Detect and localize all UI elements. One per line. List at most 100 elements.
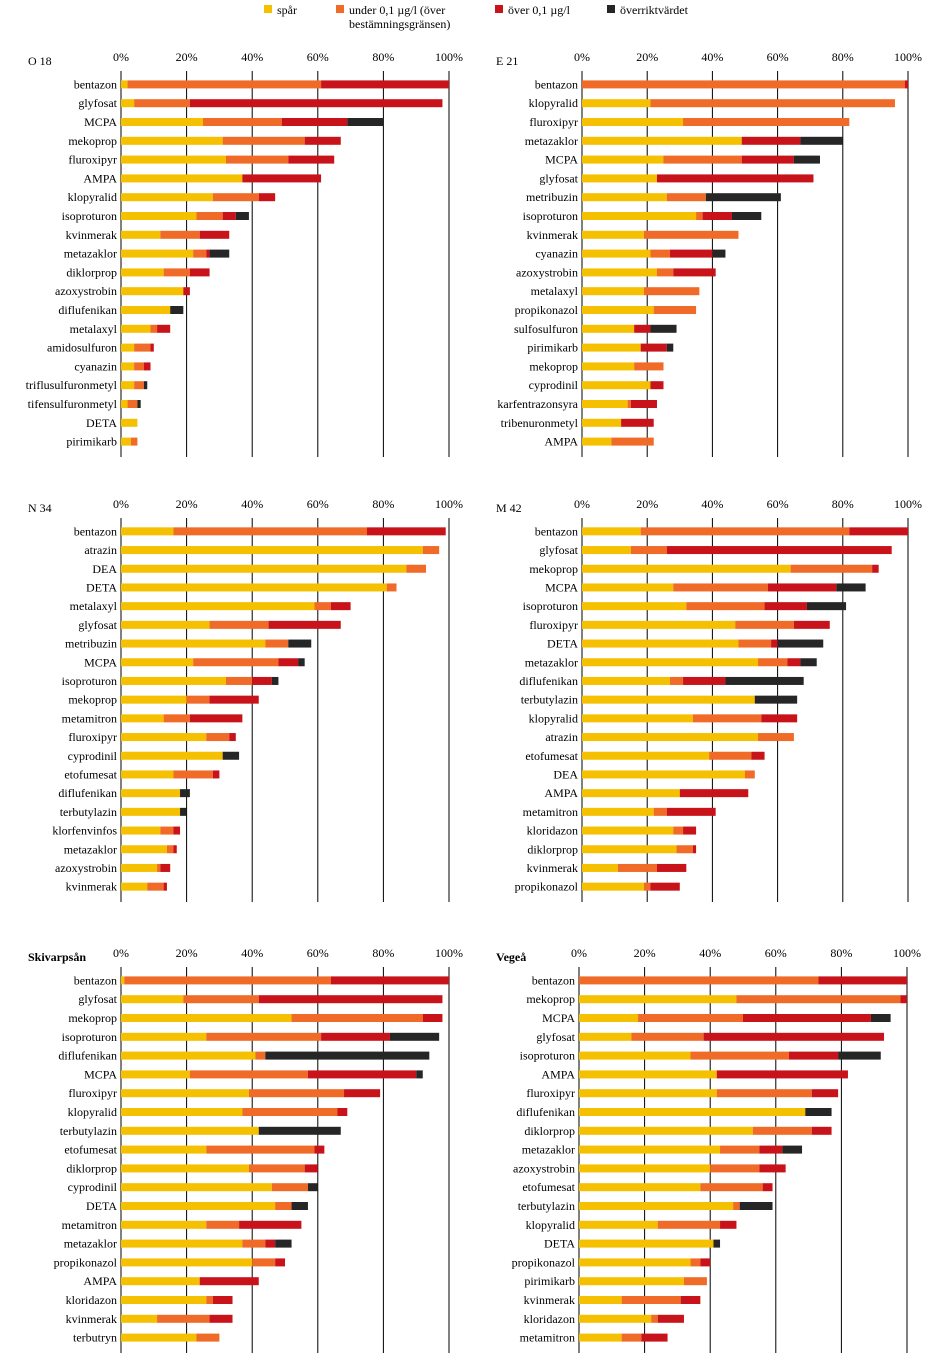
bar-segment-above-guideline	[800, 136, 843, 145]
category-label: propikonazol	[512, 1255, 576, 1269]
category-label: metazaklor	[522, 1143, 575, 1157]
bar-segment-above-guideline	[170, 306, 184, 314]
bar-segment-above-limit	[150, 343, 154, 352]
bar-segment-below-limit	[209, 620, 269, 629]
x-tick-label: 0%	[571, 946, 587, 960]
bar-segment-below-limit	[617, 863, 657, 872]
bar-segment-above-limit	[173, 845, 177, 854]
bar-segment-trace	[121, 1314, 158, 1323]
bar-segment-above-limit	[650, 381, 664, 390]
chart-title: Vegeå	[496, 950, 526, 964]
bar-segment-trace	[121, 751, 223, 760]
category-label: metalaxyl	[531, 284, 579, 298]
category-label: kloridazon	[66, 1293, 117, 1307]
bar-segment-trace	[121, 118, 203, 126]
bar-segment-above-limit	[288, 155, 335, 164]
chart-skivarpsan: Skivarpsån 0% 20% 40% 60% 80% 100% bentazon glyf…	[28, 946, 463, 1353]
bar-segment-trace	[579, 995, 737, 1004]
category-label: glyfosat	[536, 1030, 575, 1044]
bar-segment-below-limit	[406, 564, 427, 573]
bar-segment-above-limit	[337, 1108, 348, 1116]
bar-segment-below-limit	[157, 863, 161, 872]
bar-segment-above-guideline	[180, 807, 187, 816]
bar-segment-trace	[582, 639, 739, 648]
x-tick-label: 80%	[832, 50, 854, 64]
category-label: klopyralid	[526, 1218, 575, 1232]
bar-segment-trace	[579, 1108, 806, 1116]
category-label: metazaklor	[64, 247, 117, 261]
bar-segment-trace	[121, 1277, 200, 1286]
bar-segment-below-limit	[206, 1032, 322, 1041]
bar-segment-below-limit	[638, 1014, 743, 1022]
bar-segment-below-limit	[621, 1333, 642, 1342]
bar-segment-trace	[121, 230, 161, 239]
bar-segment-below-limit	[733, 1202, 740, 1210]
category-label: MCPA	[84, 1067, 117, 1081]
x-tick-label: 20%	[176, 50, 198, 64]
bar-segment-below-limit	[630, 546, 667, 555]
bar-segment-trace	[582, 343, 641, 352]
bar-segment-below-limit	[745, 770, 755, 779]
bar-segment-trace	[121, 789, 181, 798]
bar-segment-trace	[582, 826, 674, 835]
bar-segment-above-limit	[761, 714, 798, 723]
bar-segment-above-guideline	[143, 381, 148, 390]
bar-segment-above-limit	[673, 268, 716, 277]
category-label: cyanazin	[74, 359, 117, 373]
x-tick-label: 0%	[113, 946, 129, 960]
bar-segment-above-limit	[189, 714, 243, 723]
category-label: azoxystrobin	[513, 1161, 575, 1175]
chart-m42: M 42 0% 20% 40% 60% 80% 100% bentazon glyfosat me…	[496, 497, 922, 902]
x-tick-label: 0%	[574, 50, 590, 64]
bar-segment-trace	[582, 99, 651, 108]
bar-segment-below-limit	[163, 268, 190, 277]
bar-segment-trace	[579, 1164, 711, 1173]
bar-segment-trace	[579, 1070, 717, 1079]
bar-segment-above-limit	[199, 1277, 259, 1286]
bar-segment-below-limit	[643, 230, 739, 239]
bar-segment-trace	[121, 287, 184, 296]
category-label: cyprodinil	[68, 1180, 118, 1194]
bar-segment-below-limit	[627, 400, 631, 408]
bar-segment-above-limit	[209, 1314, 233, 1323]
x-tick-label: 100%	[894, 497, 922, 511]
category-label: cyprodinil	[68, 749, 118, 763]
category-label: mekoprop	[68, 1011, 117, 1025]
legend-label-above-limit: över 0,1 µg/l	[508, 3, 570, 17]
category-label: klopyralid	[68, 190, 117, 204]
bar-segment-above-guideline	[739, 1202, 773, 1210]
bar-segment-above-guideline	[275, 1239, 292, 1248]
category-label: bentazon	[74, 77, 117, 91]
bar-segment-trace	[121, 324, 151, 333]
bar-segment-below-limit	[670, 676, 684, 685]
bar-segment-below-limit	[255, 1051, 266, 1060]
bar-segment-below-limit	[124, 976, 331, 985]
category-label: kloridazon	[527, 824, 578, 838]
bar-segment-above-limit	[275, 1258, 285, 1267]
bar-segment-trace	[582, 789, 680, 798]
bar-segment-above-limit	[703, 1032, 885, 1041]
bar-segment-above-guideline	[731, 212, 762, 220]
bar-segment-trace	[582, 418, 622, 427]
bar-segment-above-limit	[720, 1220, 737, 1229]
bar-segment-trace	[121, 976, 125, 985]
bar-segment-below-limit	[248, 1164, 305, 1173]
x-tick-label: 0%	[574, 497, 590, 511]
bar-segment-below-limit	[653, 306, 697, 314]
chart-vegea: Vegeå 0% 20% 40% 60% 80% 100% bentazon mekoprop M…	[496, 946, 921, 1353]
x-tick-label: 40%	[241, 946, 263, 960]
bar-segment-below-limit	[265, 639, 289, 648]
bar-segment-above-limit	[239, 1220, 302, 1229]
bar-segment-below-limit	[643, 882, 651, 891]
category-label: metamitron	[62, 1218, 117, 1232]
bar-segment-above-limit	[258, 995, 443, 1004]
bar-segment-trace	[582, 437, 612, 446]
bar-segment-below-limit	[736, 995, 901, 1004]
bar-segment-below-limit	[657, 1220, 721, 1229]
bar-segment-trace	[582, 733, 759, 742]
bar-segment-trace	[582, 527, 641, 536]
category-label: etofumesat	[64, 767, 117, 781]
category-label: metazaklor	[64, 842, 117, 856]
bar-segment-above-limit	[741, 155, 794, 164]
bar-segment-above-guideline	[754, 695, 798, 704]
